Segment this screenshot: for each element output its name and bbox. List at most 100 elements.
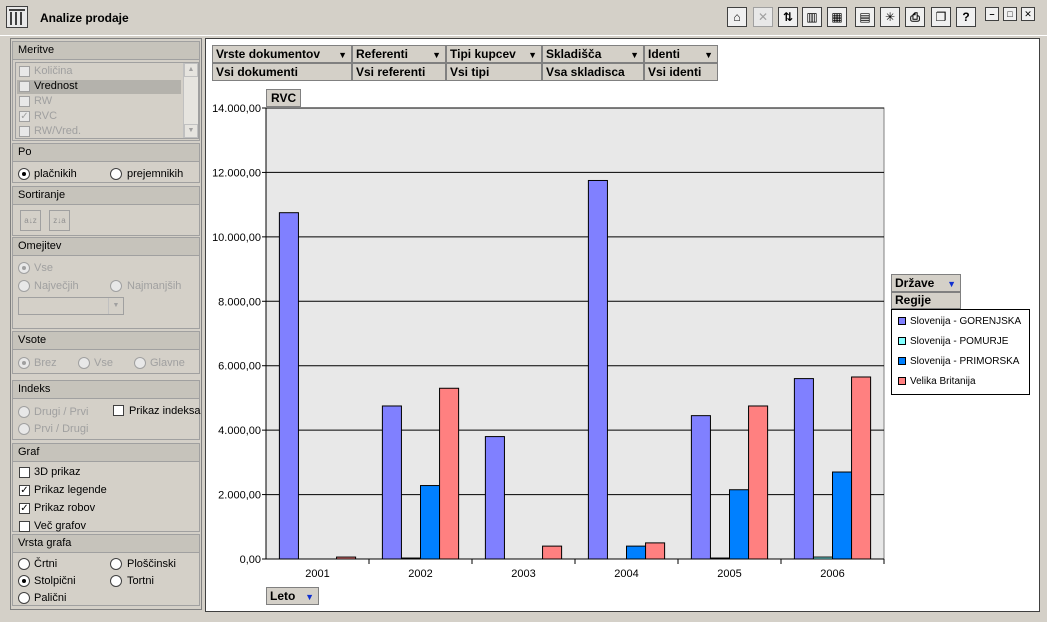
x-tick-label: 2001 [305,568,329,580]
vrsta-crtni-radio[interactable] [18,558,30,570]
bar-chart-icon[interactable]: ▥ [802,7,822,27]
meritve-item-label[interactable]: RW/Vred. [34,125,82,137]
omejitev-najmanjsih-radio[interactable] [110,280,122,292]
omejitev-count-select[interactable]: ▼ [18,297,124,315]
meritve-checkbox[interactable] [19,126,30,137]
meritve-checkbox[interactable] [19,81,30,92]
x-tick-label: 2002 [408,568,432,580]
filter-tipi-kupcev[interactable]: Tipi kupcev ▼ [446,45,542,63]
copy-icon[interactable]: ❐ [931,7,951,27]
indeks-prvi-drugi-radio[interactable] [18,423,30,435]
y-tick-label: 14.000,00 [212,103,261,115]
meritve-list[interactable]: Količina Vrednost RW ✓ RVC RW/Vred. ▲ ▼ [15,62,199,139]
chevron-down-icon: ▼ [528,50,537,60]
meritve-item-label[interactable]: RW [34,95,53,107]
scroll-down-icon[interactable]: ▼ [184,124,198,138]
series-field-button[interactable]: Države ▼ [891,274,961,292]
vsote-brez-radio[interactable] [18,357,30,369]
graf-item-label: 3D prikaz [34,466,81,478]
omejitev-najvecjih-radio[interactable] [18,280,30,292]
magic-wand-icon[interactable]: ✳ [880,7,900,27]
measure-field-button[interactable]: RVC [266,89,301,107]
vrsta-ploscinski-radio[interactable] [110,558,122,570]
vrsta-stolpicni-radio[interactable] [18,575,30,587]
close-icon[interactable]: ✕ [1021,7,1035,21]
print-icon[interactable]: ⎙ [905,7,925,27]
graf-checkbox[interactable] [19,521,30,532]
title-bar: Analize prodaje ⌂ ✕ ⇅ ▥ ▦ ▤ ✳ ⎙ ❐? – □ ✕ [0,0,1047,36]
meritve-checkbox[interactable] [19,96,30,107]
legend-item: Slovenija - PRIMORSKA [898,356,1019,370]
meritve-item-label[interactable]: Vrednost [34,80,78,92]
vrsta-palicni-radio[interactable] [18,592,30,604]
omejitev-vse-radio[interactable] [18,262,30,274]
bar [812,556,834,560]
vsote-vse-radio[interactable] [78,357,90,369]
series-field-label: Države [895,276,935,290]
minimize-icon[interactable]: – [985,7,999,21]
indeks-drugi-prvi-radio[interactable] [18,406,30,418]
filter-vrste-dokumentov[interactable]: Vrste dokumentov ▼ [212,45,352,63]
prikaz-indeksa-checkbox[interactable] [113,405,124,416]
meritve-checkbox[interactable]: ✓ [19,111,30,122]
legend-item: Slovenija - GORENJSKA [898,316,1021,330]
maximize-icon[interactable]: □ [1003,7,1017,21]
legend-swatch [898,317,906,325]
vsote-glavne-label: Glavne [150,357,185,369]
vsote-glavne-radio[interactable] [134,357,146,369]
legend-label: Slovenija - POMURJE [910,336,1009,347]
x-tick-label: 2006 [820,568,844,580]
help-icon[interactable]: ? [956,7,976,27]
bar [542,545,563,560]
legend-label: Velika Britanija [910,376,976,387]
vrsta-tortni-label: Tortni [127,575,154,587]
meritve-section: Meritve Količina Vrednost RW ✓ RVC RW/Vred. ▲… [12,41,200,141]
omejitev-title: Omejitev [13,238,199,256]
table-icon[interactable]: ▦ [827,7,847,27]
filter-identi[interactable]: Identi ▼ [644,45,718,63]
meritve-scrollbar[interactable]: ▲ ▼ [183,63,198,138]
chart-panel: Vrste dokumentov ▼ Referenti ▼ Tipi kupcev… [205,38,1040,612]
legend-item: Velika Britanija [898,376,976,390]
vrsta-tortni-radio[interactable] [110,575,122,587]
sortiranje-section: Sortiranje a↓z z↓a [12,186,200,236]
category-field-button[interactable]: Leto ▼ [266,587,319,605]
swap-axes-icon[interactable]: ⇅ [778,7,798,27]
plot-background [265,107,885,560]
meritve-item-label[interactable]: Količina [34,65,73,77]
vrsta-stolpicni-label: Stolpični [34,575,76,587]
excel-icon[interactable]: ✕ [753,7,773,27]
vsote-brez-label: Brez [34,357,57,369]
po-placnikih-radio[interactable] [18,168,30,180]
filter-referenti[interactable]: Referenti ▼ [352,45,446,63]
filter-value-dokumenti: Vsi dokumenti [212,63,352,81]
legend-label: Slovenija - PRIMORSKA [910,356,1020,367]
chevron-down-icon: ▼ [704,50,713,60]
bar [484,436,505,560]
scroll-up-icon[interactable]: ▲ [184,63,198,77]
y-tick-label: 6.000,00 [218,361,261,373]
meritve-item-label[interactable]: RVC [34,110,58,122]
po-prejemnikih-label: prejemnikih [127,168,184,180]
sort-descending-icon[interactable]: z↓a [49,210,70,231]
x-tick-label: 2004 [614,568,638,580]
legend-swatch [898,357,906,365]
document-icon[interactable]: ▤ [855,7,875,27]
chevron-down-icon: ▼ [305,592,314,602]
vrsta-grafa-title: Vrsta grafa [13,535,199,553]
bar [336,556,357,560]
filter-skladisca[interactable]: Skladišča ▼ [542,45,644,63]
home-icon[interactable]: ⌂ [727,7,747,27]
graf-checkbox[interactable]: ✓ [19,503,30,514]
graf-checkbox[interactable] [19,467,30,478]
chart-legend: Slovenija - GORENJSKA Slovenija - POMURJE… [891,309,1030,395]
graf-checkbox[interactable]: ✓ [19,485,30,496]
filter-value-referenti: Vsi referenti [352,63,446,81]
vsote-vse-label: Vse [94,357,113,369]
po-prejemnikih-radio[interactable] [110,168,122,180]
y-tick-label: 2.000,00 [218,490,261,502]
bar [793,378,814,560]
sort-ascending-icon[interactable]: a↓z [20,210,41,231]
graf-item-label: Prikaz robov [34,502,96,514]
meritve-checkbox[interactable] [19,66,30,77]
